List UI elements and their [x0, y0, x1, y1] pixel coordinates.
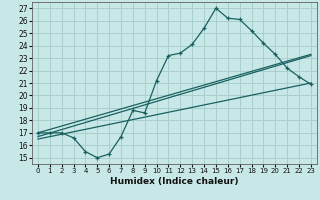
X-axis label: Humidex (Indice chaleur): Humidex (Indice chaleur)	[110, 177, 239, 186]
